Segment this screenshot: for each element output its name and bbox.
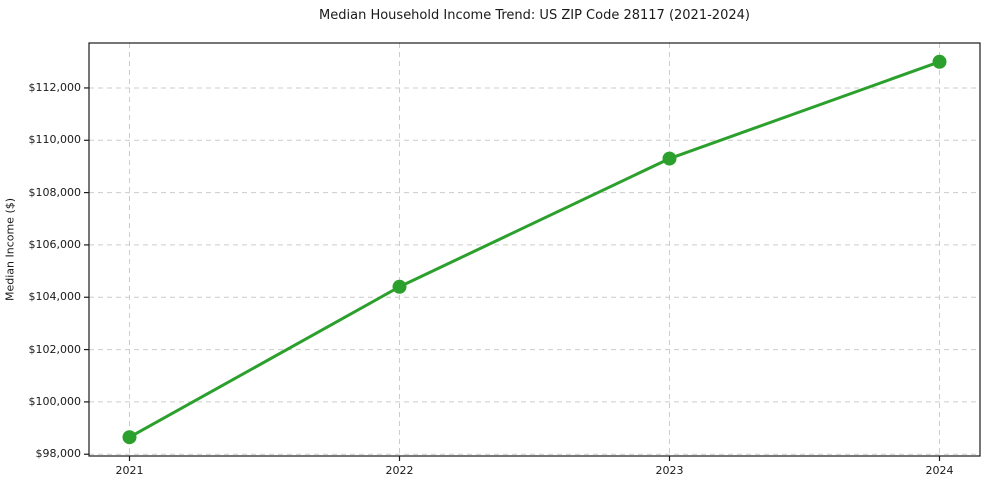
x-tick-label: 2022 <box>385 464 414 477</box>
chart-title: Median Household Income Trend: US ZIP Co… <box>319 8 750 23</box>
plot-frame <box>88 42 981 457</box>
y-tick-label: $106,000 <box>28 237 82 251</box>
y-tick-label: $104,000 <box>28 290 82 304</box>
y-tick-label: $102,000 <box>28 342 82 356</box>
data-point-marker <box>392 279 407 294</box>
x-tick-label: 2024 <box>925 464 954 477</box>
y-tick-label: $100,000 <box>28 394 82 408</box>
y-tick-label: $108,000 <box>28 185 82 199</box>
y-tick-label: $112,000 <box>28 80 82 94</box>
x-tick-label: 2023 <box>655 464 684 477</box>
y-tick-label: $98,000 <box>35 447 82 461</box>
data-point-marker <box>932 54 947 69</box>
data-point-marker <box>122 430 137 445</box>
y-tick-label: $110,000 <box>28 133 82 147</box>
x-tick-label: 2021 <box>115 464 144 477</box>
data-line <box>128 60 941 439</box>
data-point-marker <box>662 151 677 166</box>
